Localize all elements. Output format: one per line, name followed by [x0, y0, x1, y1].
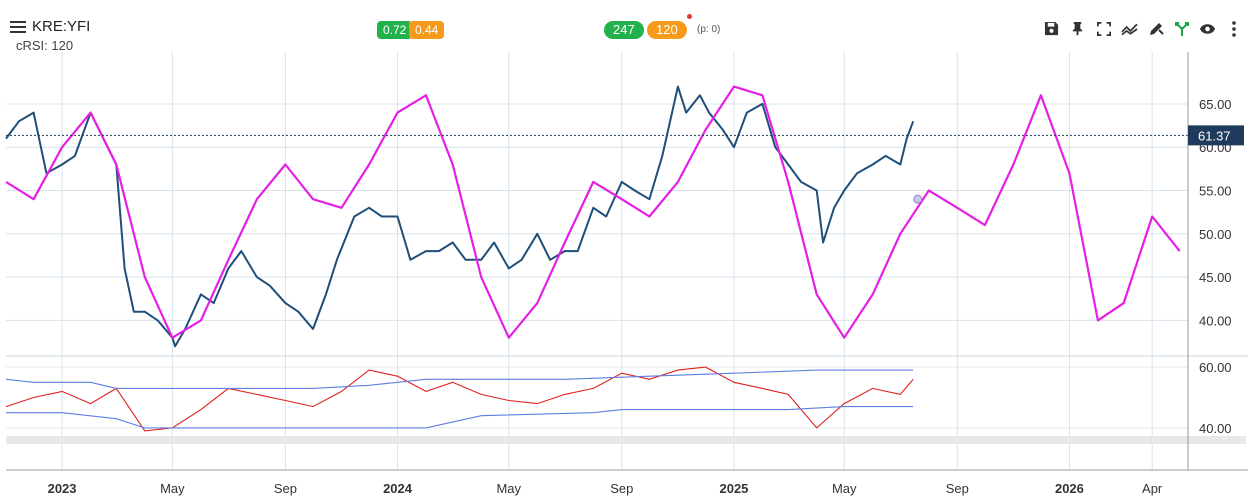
price-line	[5, 85, 915, 348]
fullscreen-icon[interactable]	[1095, 20, 1112, 37]
alert-dot	[687, 14, 692, 19]
rsi-lower-band	[6, 406, 914, 429]
x-tick-label: Sep	[610, 481, 633, 496]
rsi-panel	[5, 366, 914, 432]
price-panel	[5, 85, 1188, 348]
rsi-floor-band	[6, 436, 1246, 444]
x-tick-label: Sep	[946, 481, 969, 496]
badge-orange: 0.44	[409, 21, 445, 39]
grid	[6, 52, 1248, 470]
badge-green: 0.72	[377, 21, 413, 39]
pill-orange: 120	[647, 21, 687, 39]
toolbar	[1043, 20, 1242, 37]
cycle-marker	[913, 194, 923, 204]
x-tick-label: 2025	[719, 481, 748, 496]
pin-icon[interactable]	[1069, 20, 1086, 37]
crsi-line	[5, 366, 914, 432]
price-tick-label: 65.00	[1199, 97, 1232, 112]
more-icon[interactable]	[1225, 20, 1242, 37]
last-price-box	[1188, 125, 1244, 146]
pencil-icon[interactable]	[1147, 20, 1164, 37]
rsi-tick-label: 60.00	[1199, 360, 1232, 375]
x-tick-label: 2023	[48, 481, 77, 496]
price-tick-label: 45.00	[1199, 270, 1232, 285]
eye-icon[interactable]	[1199, 20, 1216, 37]
symbol-label: KRE:YFI	[32, 18, 91, 35]
price-tick-label: 50.00	[1199, 227, 1232, 242]
fork-icon[interactable]	[1173, 20, 1190, 37]
p-note: (p: 0)	[697, 24, 721, 35]
price-tick-label: 55.00	[1199, 184, 1232, 199]
x-tick-label: May	[496, 481, 521, 496]
last-price-label: 61.37	[1198, 128, 1231, 143]
x-tick-label: 2024	[383, 481, 413, 496]
menu-icon[interactable]	[10, 20, 26, 33]
indicator-label: cRSI: 120	[16, 38, 74, 53]
x-tick-label: May	[832, 481, 857, 496]
price-tick-label: 40.00	[1199, 313, 1232, 328]
x-tick-label: Sep	[274, 481, 297, 496]
axes: 2023 May Sep 2024 May Sep 2025 May Sep 2026 Apr 65.…	[6, 52, 1248, 496]
rsi-upper-band	[5, 369, 914, 389]
x-tick-label: Apr	[1142, 481, 1163, 496]
cycle-line	[5, 85, 1181, 339]
rsi-tick-label: 40.00	[1199, 421, 1232, 436]
x-tick-label: May	[160, 481, 185, 496]
save-icon[interactable]	[1043, 20, 1060, 37]
chart-header: KRE:YFI	[10, 18, 90, 35]
trend-icon[interactable]	[1121, 20, 1138, 37]
pill-green: 247	[604, 21, 644, 39]
x-tick-label: 2026	[1055, 481, 1084, 496]
